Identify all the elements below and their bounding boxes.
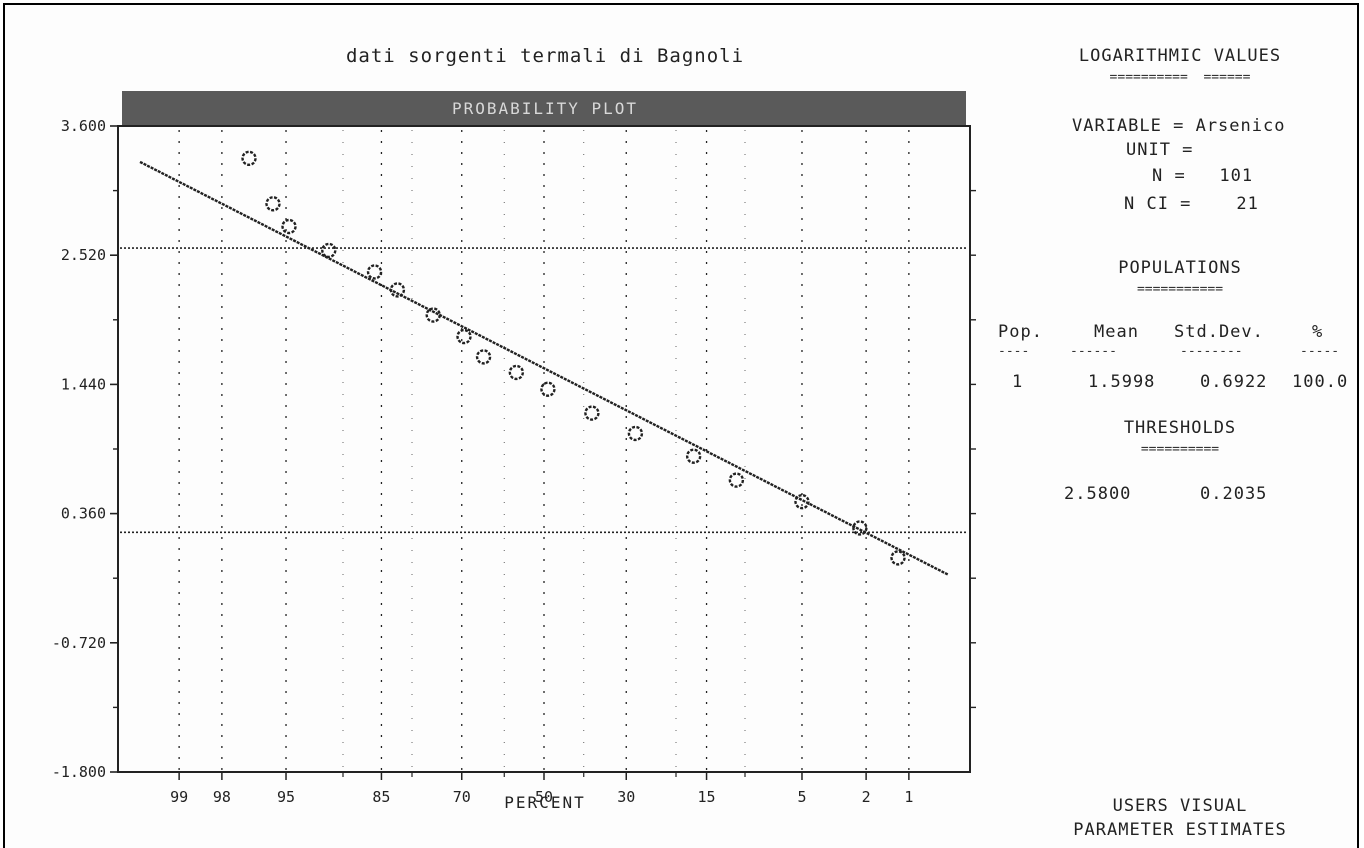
data-point — [728, 472, 745, 488]
col-pop: Pop. — [998, 322, 1043, 342]
y-tick-label: 0.360 — [61, 505, 106, 523]
data-point — [508, 364, 525, 381]
data-point — [456, 328, 472, 345]
data-point — [794, 493, 810, 510]
data-point — [366, 264, 383, 280]
x-tick-label: 15 — [698, 788, 716, 806]
nci-line: N CI = 21 — [1124, 194, 1259, 214]
populations-underline: =========== — [1136, 282, 1224, 297]
row-mean: 1.5998 — [1088, 372, 1156, 392]
data-point — [389, 282, 406, 298]
x-axis: 99 98 95 85 70 50 30 15 5 2 1 — [170, 772, 913, 806]
data-point — [241, 150, 257, 167]
footer-line-1: USERS VISUAL — [1112, 796, 1248, 816]
log-header: LOGARITHMIC VALUES — [1078, 46, 1282, 66]
data-point — [425, 307, 441, 323]
y-tick-label: 2.520 — [61, 246, 106, 264]
plot-frame — [3, 3, 1359, 848]
x-tick-label: 70 — [453, 788, 471, 806]
threshold-value-1: 2.5800 — [1064, 484, 1132, 504]
col-mean-under: ------ — [1070, 344, 1117, 359]
data-point — [627, 425, 644, 442]
data-point — [890, 550, 906, 566]
threshold-value-2: 0.2035 — [1200, 484, 1268, 504]
x-axis-label: PERCENT — [504, 793, 585, 812]
log-underline: ========== ====== — [1109, 70, 1251, 85]
populations-header: POPULATIONS — [1118, 258, 1242, 278]
row-std: 0.6922 — [1200, 372, 1268, 392]
data-point — [584, 405, 600, 421]
fitted-line-segment — [139, 160, 949, 576]
x-tick-label: 1 — [904, 788, 913, 806]
grid-layer — [178, 130, 910, 772]
x-tick-label: 2 — [862, 788, 871, 806]
col-std: Std.Dev. — [1174, 322, 1264, 342]
data-point — [265, 196, 281, 212]
x-tick-label: 99 — [170, 788, 188, 806]
data-point — [540, 381, 556, 397]
col-std-under: -------- — [1180, 344, 1243, 359]
row-pct: 100.0 — [1292, 372, 1349, 392]
data-point — [685, 448, 702, 464]
x-tick-label: 30 — [617, 788, 635, 806]
n-line: N = 101 — [1152, 166, 1254, 186]
chart-title: dati sorgenti termali di Bagnoli — [346, 45, 744, 67]
col-pct: % — [1312, 322, 1324, 342]
thresholds-header: THRESHOLDS — [1123, 418, 1237, 438]
y-tick-label: 1.440 — [61, 375, 106, 393]
banner-label: PROBABILITY PLOT — [452, 99, 638, 118]
row-pop: 1 — [1012, 372, 1024, 392]
data-point — [321, 242, 337, 259]
y-tick-label: -0.720 — [52, 634, 106, 652]
banner-bar — [122, 91, 966, 125]
x-tick-label: 95 — [277, 788, 295, 806]
thresholds-underline: ========== — [1140, 442, 1220, 457]
col-mean: Mean — [1094, 322, 1139, 342]
x-tick-label: 50 — [535, 788, 553, 806]
data-point — [852, 520, 868, 536]
x-tick-label: 5 — [797, 788, 806, 806]
col-pct-under: ----- — [1300, 344, 1340, 359]
col-pop-under: ---- — [998, 344, 1030, 359]
data-point — [281, 218, 297, 235]
variable-line: VARIABLE = Arsenico — [1072, 116, 1286, 136]
x-tick-label: 85 — [372, 788, 390, 806]
data-point — [475, 349, 492, 365]
footer-line-2: PARAMETER ESTIMATES — [1073, 820, 1287, 840]
x-tick-label: 98 — [213, 788, 231, 806]
data-points — [241, 150, 906, 566]
unit-line: UNIT = — [1126, 140, 1194, 160]
threshold-lines — [120, 247, 968, 534]
y-tick-label: -1.800 — [52, 763, 106, 781]
fitted-line — [139, 160, 949, 576]
y-axis: 3.600 2.520 1.440 0.360 -0.720 -1.800 — [52, 117, 976, 781]
y-tick-label: 3.600 — [61, 117, 106, 135]
